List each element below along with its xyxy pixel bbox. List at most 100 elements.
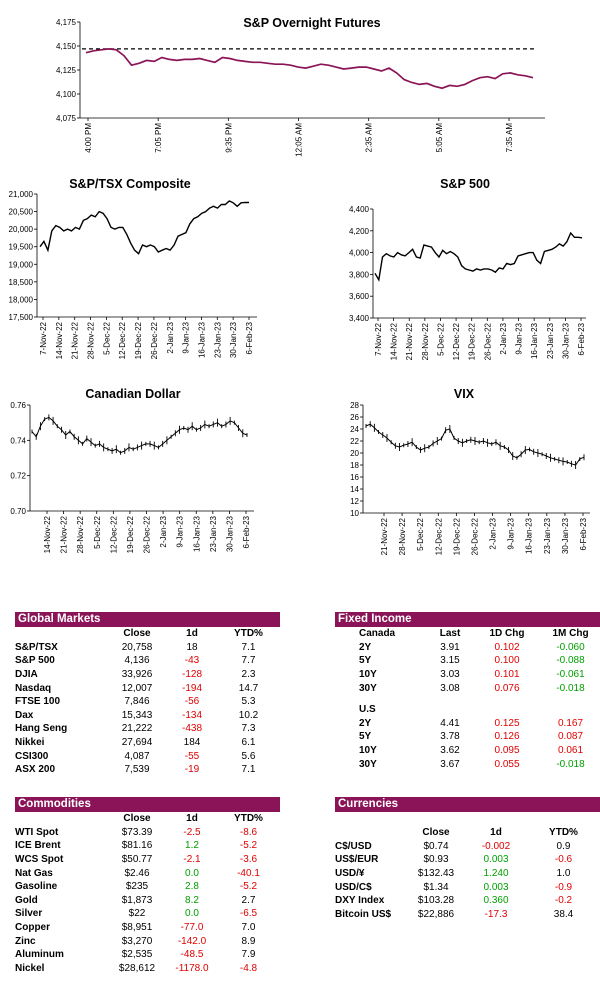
sp500-xtick-label: 28-Nov-22 xyxy=(421,322,430,360)
close-value: 4,136 xyxy=(124,655,150,667)
overnight-chart: S&P Overnight Futures 4,075 4,100 4,125 4,15… xyxy=(0,0,600,170)
table-row: Silver $22 0.0 -6.5 xyxy=(15,907,280,921)
day-change-value: 0.095 xyxy=(494,745,520,757)
table-row: 5Y 3.78 0.126 0.087 xyxy=(335,730,600,744)
commodities-header: Commodities xyxy=(15,797,280,812)
col-1d: 1d xyxy=(490,827,502,839)
change-value: 8.2 xyxy=(185,894,199,906)
row-label: ASX 200 xyxy=(15,764,56,776)
close-value: 15,343 xyxy=(121,709,153,721)
canada-label: Canada xyxy=(359,628,396,640)
ytd-value: -8.6 xyxy=(239,826,258,838)
change-value: 1.240 xyxy=(483,868,509,880)
table-row: FTSE 100 7,846 -56 5.3 xyxy=(15,695,280,709)
tsx-xtick-label: 21-Nov-22 xyxy=(71,321,80,359)
col-close: Close xyxy=(123,628,151,640)
table-row: 2Y 4.41 0.125 0.167 xyxy=(335,717,600,731)
tsx-xtick-label: 26-Dec-22 xyxy=(150,321,159,359)
sp500-xtick-label: 2-Jan-23 xyxy=(499,322,508,354)
vix-xtick-label: 5-Dec-22 xyxy=(416,517,425,550)
month-change-value: -0.088 xyxy=(556,655,585,667)
vix-xtick-label: 28-Nov-22 xyxy=(398,517,407,555)
ytd-value: -6.5 xyxy=(239,908,258,920)
close-value: 12,007 xyxy=(121,682,153,694)
table-row: ICE Brent $81.16 1.2 -5.2 xyxy=(15,839,280,853)
change-value: 0.0 xyxy=(185,908,199,920)
change-value: -142.0 xyxy=(177,935,207,947)
vix-xtick-label: 6-Feb-23 xyxy=(579,517,588,550)
table-row: Aluminum $2,535 -48.5 7.9 xyxy=(15,948,280,962)
last-value: 3.78 xyxy=(440,731,460,743)
row-label: Dax xyxy=(15,709,34,721)
close-value: 21,222 xyxy=(121,723,153,735)
sp500-title: S&P 500 xyxy=(440,177,490,191)
vix-ytick-label: 22 xyxy=(350,437,359,446)
cad-xtick-label: 5-Dec-22 xyxy=(93,515,102,548)
day-change-value: 0.126 xyxy=(494,731,520,743)
last-value: 4.41 xyxy=(440,717,460,729)
overnight-ytick-label: 4,075 xyxy=(56,114,77,123)
change-value: -194 xyxy=(181,682,202,694)
overnight-xtick-label: 5:05 AM xyxy=(435,123,444,153)
col-1m-chg: 1M Chg xyxy=(552,628,589,640)
row-label: S&P 500 xyxy=(15,655,55,667)
change-value: -0.002 xyxy=(481,840,511,852)
tsx-ytick-label: 17,500 xyxy=(9,313,34,322)
sp500-ytick-label: 3,600 xyxy=(349,292,370,301)
day-change-value: 0.125 xyxy=(494,717,520,729)
ytd-value: 7.9 xyxy=(241,949,256,961)
table-row: Gold $1,873 8.2 2.7 xyxy=(15,894,280,908)
overnight-xtick-label: 7:05 PM xyxy=(154,123,163,153)
sp500-xtick-label: 5-Dec-22 xyxy=(436,322,445,355)
global-markets-header: Global Markets xyxy=(15,612,280,627)
month-change-value: -0.018 xyxy=(556,682,585,694)
close-value: $132.43 xyxy=(417,868,455,880)
vix-xtick-label: 30-Jan-23 xyxy=(561,517,570,554)
table-row: Nat Gas $2.46 0.0 -40.1 xyxy=(15,866,280,880)
ytd-value: 7.7 xyxy=(241,655,256,667)
tsx-title: S&P/TSX Composite xyxy=(69,177,191,191)
ytd-value: 5.6 xyxy=(241,750,256,762)
sp500-xtick-label: 21-Nov-22 xyxy=(405,322,414,360)
vix-ytick-label: 26 xyxy=(350,413,359,422)
table-row: 2Y 3.91 0.102 -0.060 xyxy=(335,641,600,655)
col-1d: 1d xyxy=(186,628,198,640)
ytd-value: 1.0 xyxy=(556,868,571,880)
close-value: $1.34 xyxy=(423,881,449,893)
col-last: Last xyxy=(439,628,461,640)
tsx-xtick-label: 5-Dec-22 xyxy=(102,321,111,354)
cad-xtick-label: 2-Jan-23 xyxy=(159,515,168,547)
change-value: 0.003 xyxy=(483,854,509,866)
day-change-value: 0.102 xyxy=(494,641,520,653)
month-change-value: -0.061 xyxy=(556,669,585,681)
sp500-ytick-label: 4,000 xyxy=(349,249,370,258)
tsx-xtick-label: 30-Jan-23 xyxy=(229,321,238,358)
overnight-title: S&P Overnight Futures xyxy=(243,16,380,30)
table-row: DJIA 33,926 -128 2.3 xyxy=(15,668,280,682)
tsx-chart: S&P/TSX Composite 17,500 18,000 18,500 19,00… xyxy=(0,170,290,375)
global-markets-panel: Global Markets Close 1d YTD% S&P/TSX 20,7… xyxy=(15,612,280,777)
sp500-xtick-label: 30-Jan-23 xyxy=(561,322,570,359)
last-value: 3.15 xyxy=(440,655,460,667)
change-value: 0.0 xyxy=(185,867,199,879)
sp500-series-line xyxy=(374,231,583,282)
sp500-ytick-label: 4,400 xyxy=(349,205,370,214)
vix-ytick-label: 10 xyxy=(350,509,359,518)
tsx-xtick-label: 12-Dec-22 xyxy=(118,321,127,359)
cad-xtick-label: 6-Feb-23 xyxy=(242,515,251,548)
month-change-value: 0.061 xyxy=(557,745,584,757)
change-value: 18 xyxy=(186,641,198,653)
vix-ytick-label: 28 xyxy=(350,401,359,410)
close-value: 7,539 xyxy=(124,764,150,776)
ytd-value: 14.7 xyxy=(238,682,259,694)
month-change-value: 0.087 xyxy=(557,731,584,743)
vix-xtick-label: 23-Jan-23 xyxy=(543,517,552,554)
cad-xtick-label: 28-Nov-22 xyxy=(76,515,85,553)
close-value: $22,886 xyxy=(417,908,455,920)
overnight-xtick-label: 9:35 PM xyxy=(224,123,233,153)
sp500-xtick-label: 19-Dec-22 xyxy=(468,322,477,360)
vix-xtick-label: 12-Dec-22 xyxy=(434,517,443,555)
row-label: Gold xyxy=(15,894,38,906)
overnight-ytick-label: 4,175 xyxy=(56,18,77,27)
row-label: Aluminum xyxy=(15,949,64,961)
